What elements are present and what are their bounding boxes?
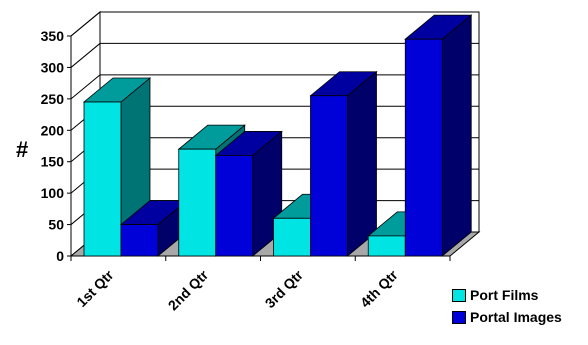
- bar-port-films-2: [178, 148, 217, 257]
- bar-port-films-4: [367, 235, 406, 257]
- legend-item-port-films: Port Films: [452, 284, 562, 306]
- bar-port-films-3: [273, 217, 311, 257]
- legend-label-port-films: Port Films: [470, 287, 539, 303]
- chart-legend: Port Films Portal Images: [452, 284, 562, 328]
- x-tick-label: 3rd Qtr: [262, 266, 307, 311]
- bar-portal-images-4-side: [441, 14, 472, 257]
- y-tick-label: 350: [41, 28, 65, 44]
- bar-portal-images-1: [120, 224, 159, 257]
- bar-portal-images-3-side: [347, 70, 377, 257]
- legend-swatch-port-films: [452, 288, 466, 302]
- bar-portal-images-2: [215, 155, 254, 257]
- legend-label-portal-images: Portal Images: [470, 309, 562, 325]
- bar-portal-images-3: [310, 95, 348, 257]
- y-tick-label: 200: [41, 122, 65, 138]
- y-tick-label: 100: [41, 185, 65, 201]
- y-tick-label: 150: [41, 154, 65, 170]
- gridline: [70, 42, 479, 68]
- bar-port-films-1: [83, 101, 122, 257]
- y-tick-label: 250: [41, 91, 65, 107]
- y-tick-label: 50: [48, 217, 64, 233]
- y-tick-label: 0: [56, 248, 64, 264]
- y-tick-label: 300: [41, 59, 65, 75]
- legend-swatch-portal-images: [452, 310, 466, 324]
- x-tick-label: 1st Qtr: [73, 266, 117, 310]
- x-tick-label: 2nd Qtr: [165, 266, 212, 313]
- x-tick-label: 4th Qtr: [357, 266, 401, 310]
- legend-item-portal-images: Portal Images: [452, 306, 562, 328]
- y-axis-title: #: [16, 137, 28, 162]
- bar-portal-images-4: [404, 38, 443, 257]
- gridline: [70, 11, 479, 37]
